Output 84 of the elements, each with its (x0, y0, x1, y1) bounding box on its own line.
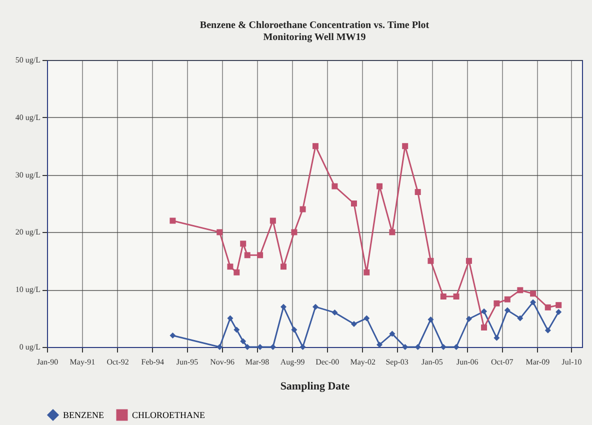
x-tick-label: Jul-10 (562, 358, 582, 366)
point (312, 143, 319, 150)
y-tick-label: 0 ug/L (19, 342, 41, 352)
x-tick-label: Jan-90 (36, 358, 58, 366)
point (240, 338, 246, 344)
point (257, 252, 264, 258)
point (556, 308, 562, 315)
point (234, 326, 240, 333)
point (216, 344, 223, 350)
x-tick-label: Aug-99 (280, 358, 305, 366)
x-tick-label: Mar-98 (245, 358, 270, 366)
point (364, 269, 370, 276)
point (530, 290, 536, 297)
point (170, 218, 176, 224)
point (332, 183, 338, 190)
point (481, 324, 488, 330)
point (216, 229, 223, 236)
x-tick-label: May-91 (70, 358, 96, 366)
point (440, 293, 446, 300)
point (440, 344, 446, 350)
point (544, 304, 551, 310)
point (300, 206, 306, 212)
y-tick-label: 20 ug/L (15, 228, 41, 237)
point (466, 258, 472, 264)
point (376, 183, 383, 190)
x-tick-label: Oct-92 (106, 358, 129, 366)
point (414, 344, 421, 350)
x-tick-label: Oct-07 (490, 358, 514, 366)
y-tick-label: 40 ug/L (15, 112, 41, 122)
x-tick-label: Jun-95 (176, 358, 198, 366)
point (517, 287, 524, 294)
legend-label: CHLOROETHANE (132, 410, 206, 420)
point (494, 300, 500, 306)
point (300, 344, 306, 350)
point (453, 344, 460, 350)
point (170, 332, 176, 339)
chart-subtitle: Monitoring Well MW19 (263, 32, 366, 43)
point (428, 258, 434, 264)
point (280, 304, 287, 310)
x-tick-label: Dec-00 (316, 358, 340, 366)
point (240, 240, 246, 247)
point (376, 342, 383, 348)
x-tick-label: Jun-06 (456, 358, 478, 366)
point (364, 315, 370, 322)
point (414, 189, 421, 196)
x-axis-title: Sampling Date (280, 380, 350, 392)
x-tick-label: Nov-96 (210, 358, 235, 366)
point (530, 299, 536, 306)
point (244, 252, 250, 258)
y-tick-label: 30 ug/L (15, 170, 41, 180)
point (453, 293, 460, 300)
point (494, 334, 500, 341)
point (270, 218, 276, 224)
legend-label: BENZENE (63, 410, 104, 420)
point (291, 326, 298, 333)
x-tick-label: Sep-03 (386, 358, 408, 366)
point (544, 327, 551, 334)
point (504, 296, 510, 302)
y-tick-label: 50 ug/L (15, 56, 41, 64)
point (350, 200, 357, 206)
point (428, 316, 434, 322)
y-tick-label: 10 ug/L (15, 285, 41, 294)
point (234, 269, 240, 276)
point (350, 321, 357, 328)
chart-title: Benzene & Chloroethane Concentration vs. Time Plot (200, 20, 430, 31)
point (332, 310, 338, 316)
point (291, 229, 298, 236)
point (389, 330, 396, 337)
point (504, 307, 510, 314)
point (466, 316, 472, 322)
point (227, 264, 234, 270)
point (517, 315, 524, 322)
point (402, 143, 408, 150)
x-tick-label: Jan-05 (422, 358, 443, 366)
point (280, 264, 287, 270)
point (227, 315, 234, 322)
x-tick-label: Feb-94 (141, 358, 164, 366)
x-tick-label: May-02 (350, 358, 376, 366)
point (312, 304, 319, 310)
point (389, 229, 396, 236)
point (481, 308, 488, 314)
point (556, 302, 562, 308)
x-tick-label: Mar-09 (526, 358, 550, 366)
point (244, 344, 250, 350)
